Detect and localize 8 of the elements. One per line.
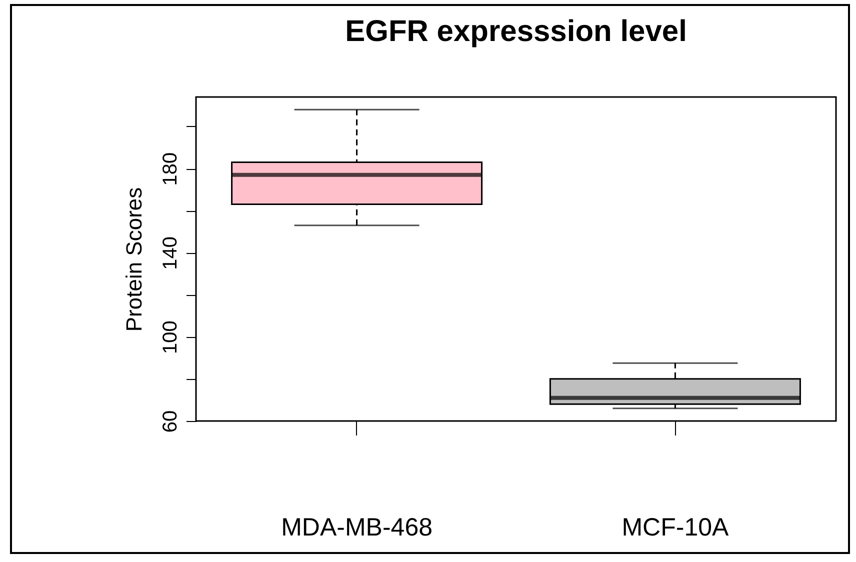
x-tick-label: MDA-MB-468: [281, 514, 433, 542]
y-tick-label: 180: [160, 152, 182, 186]
chart-title: EGFR expresssion level: [345, 15, 687, 48]
y-axis-title: Protein Scores: [122, 187, 146, 332]
x-tick-label: MCF-10A: [622, 514, 730, 542]
y-tick-label: 100: [160, 320, 182, 354]
y-tick-label: 60: [160, 410, 182, 433]
y-tick-label: 140: [160, 236, 182, 270]
